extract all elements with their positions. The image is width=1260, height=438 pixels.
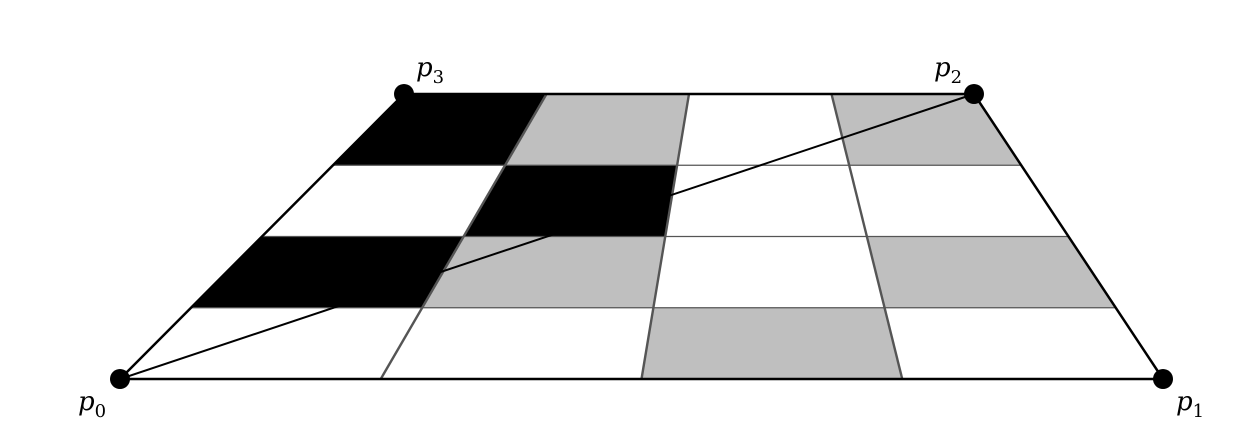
grid-line-col-2 <box>640 93 691 380</box>
grid-line-col-1 <box>379 93 548 380</box>
grid-cell-r1-c3 <box>866 236 1117 309</box>
grid-line-col-3 <box>830 93 904 380</box>
grid-cell-r1-c0 <box>190 236 465 309</box>
vertex-p1-dot <box>1153 369 1173 389</box>
grid-cell-r2-c2 <box>664 164 868 237</box>
vertex-label-p3: p3 <box>416 53 444 88</box>
grid-cell-r2-c3 <box>848 164 1070 237</box>
vertex-label-p0: p0 <box>78 387 106 422</box>
vertex-label-p2: p2 <box>934 53 962 88</box>
diagonal-p0-p2 <box>119 93 975 380</box>
grid-cell-r0-c3 <box>884 307 1164 380</box>
vertex-p3-dot <box>394 84 414 104</box>
vertex-p2-dot <box>964 84 984 104</box>
grid-cell-r0-c1 <box>380 307 654 380</box>
vertex-label-p1: p1 <box>1176 387 1204 422</box>
grid-cell-r3-c2 <box>676 93 850 166</box>
vertex-p0-dot <box>110 369 130 389</box>
checkerboard-cells <box>119 93 1164 380</box>
grid-cell-r3-c3 <box>831 93 1022 166</box>
grid-lines <box>191 93 1116 380</box>
grid-cell-r0-c2 <box>641 307 903 380</box>
grid-cell-r0-c0 <box>119 307 423 380</box>
grid-cell-r1-c2 <box>653 236 885 309</box>
vertices: p0 p1 p2 p3 <box>78 53 1204 422</box>
